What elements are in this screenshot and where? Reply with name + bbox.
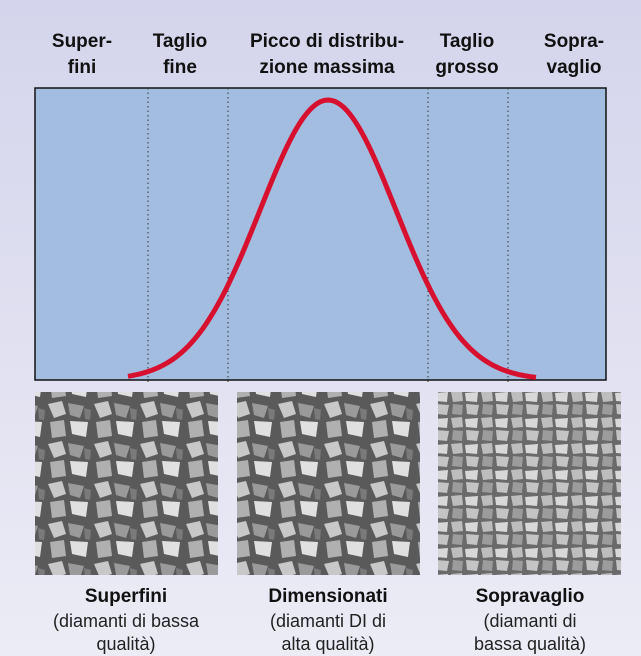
panel-text: bassa qualità) <box>474 634 586 654</box>
captions: Superfini (diamanti di bassa qualità) Dimen… <box>53 586 586 654</box>
photo <box>35 392 218 575</box>
column-label: Super- <box>52 31 112 52</box>
diagram: Super-fini Taglio fine Picco di distribu-zi… <box>0 0 641 656</box>
column-label: Taglio <box>153 31 208 52</box>
panel-text: (diamanti di <box>483 611 576 631</box>
column-label: fini <box>68 57 97 78</box>
panel-title: Dimensionati <box>268 586 387 607</box>
column-label: vaglio <box>547 57 602 78</box>
panel-text: qualità) <box>96 634 155 654</box>
panel-title: Sopravaglio <box>476 586 585 607</box>
photo <box>237 392 420 575</box>
column-label: grosso <box>435 57 498 78</box>
column-label: fine <box>163 57 197 78</box>
plot-area <box>35 88 606 380</box>
column-label: Taglio <box>440 31 495 52</box>
column-label: Sopra- <box>544 31 604 52</box>
column-label: zione massima <box>259 57 395 78</box>
panel-text: alta qualità) <box>281 634 374 654</box>
column-label: Picco di distribu- <box>250 31 404 52</box>
panel-text: (diamanti di bassa <box>53 611 200 631</box>
panel-text: (diamanti DI di <box>270 611 386 631</box>
photo <box>438 392 621 575</box>
panel-title: Superfini <box>85 586 167 607</box>
